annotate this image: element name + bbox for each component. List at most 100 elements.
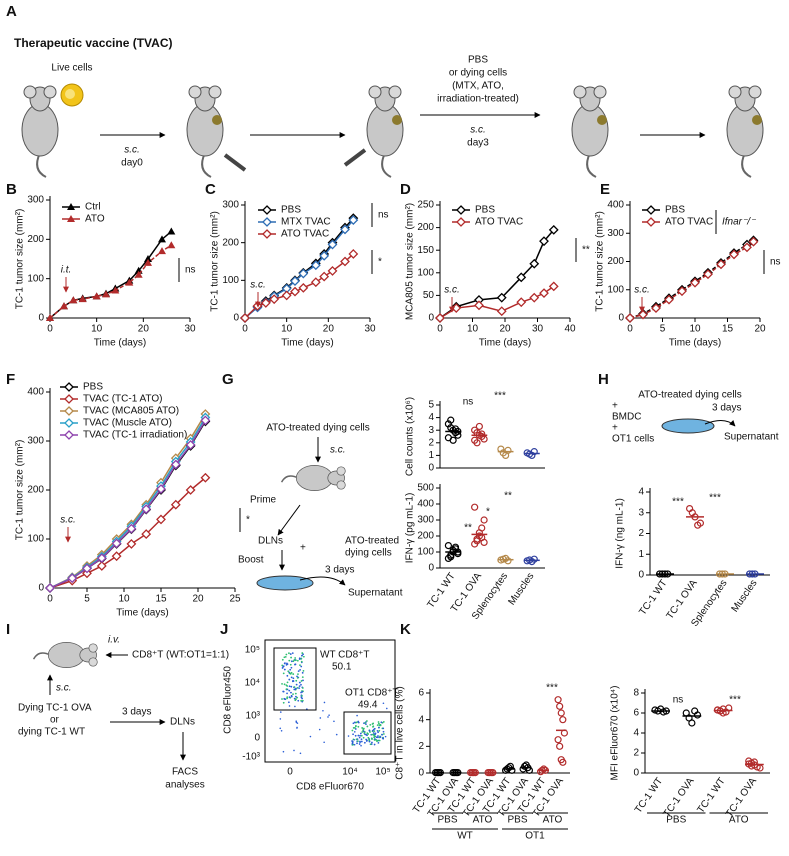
flow-dot xyxy=(298,687,301,690)
x-axis-label: Time (days) xyxy=(669,338,721,349)
flow-dot xyxy=(382,737,385,739)
tick-label: -10³ xyxy=(242,752,260,763)
marker xyxy=(260,298,271,308)
flow-dot xyxy=(302,655,305,658)
mouse-ear xyxy=(88,643,98,653)
marker xyxy=(529,258,540,269)
marker xyxy=(262,229,272,239)
flow-dot xyxy=(292,677,295,680)
flow-dot xyxy=(323,741,325,744)
flow-dot xyxy=(362,736,365,739)
marker xyxy=(664,294,674,305)
y-axis-label: IFN-γ (ng mL-1) xyxy=(615,498,626,569)
panel-label: A xyxy=(6,3,17,20)
data-point xyxy=(559,716,567,724)
flow-dot xyxy=(288,672,291,675)
flow-dot xyxy=(353,738,356,741)
data-point xyxy=(530,555,538,563)
flow-dot xyxy=(286,685,289,687)
y-tick-label: 4 xyxy=(428,412,434,423)
x-tick-label: 10 xyxy=(689,324,701,335)
marker xyxy=(310,277,321,288)
marker xyxy=(46,314,54,321)
y-tick-label: 200 xyxy=(607,256,624,267)
mouse-ear xyxy=(43,85,57,99)
dish xyxy=(256,575,314,591)
y-tick-label: 0 xyxy=(233,313,239,324)
marker xyxy=(82,563,92,574)
mouse-ear xyxy=(208,85,222,99)
text: + xyxy=(612,401,618,412)
annotation: ns xyxy=(463,397,474,408)
flow-dot xyxy=(302,669,305,672)
text: 3 days xyxy=(325,565,354,576)
marker xyxy=(729,249,739,260)
y-tick-label: 4 xyxy=(633,728,639,739)
group-label: PBS xyxy=(437,815,457,826)
flow-dot xyxy=(287,701,290,704)
flow-dot xyxy=(288,685,291,688)
flow-dot xyxy=(301,676,304,679)
y-tick-label: 100 xyxy=(417,547,434,558)
flow-dot xyxy=(285,688,288,691)
text: Prime xyxy=(250,495,277,506)
flow-dot xyxy=(351,742,354,745)
flow-dot xyxy=(374,738,376,740)
mouse-body xyxy=(47,642,86,668)
flow-dot xyxy=(309,735,312,738)
flow-dot xyxy=(371,729,374,732)
flow-dot xyxy=(369,723,372,726)
marker xyxy=(156,484,166,494)
marker xyxy=(348,215,359,225)
flow-dot xyxy=(358,743,361,745)
y-axis-label: TC-1 tumor size (mm²) xyxy=(595,211,606,312)
y-tick-label: 5 xyxy=(428,400,434,411)
text: 3 days xyxy=(122,707,151,718)
flow-dot xyxy=(298,657,301,660)
annotation: * xyxy=(246,515,250,526)
flow-dot xyxy=(301,700,304,703)
annotation: *** xyxy=(729,695,741,706)
flow-dot xyxy=(372,728,375,731)
marker xyxy=(144,258,152,266)
text: 3 days xyxy=(712,403,741,414)
marker xyxy=(474,300,484,311)
gate-value: 50.1 xyxy=(332,662,352,673)
marker xyxy=(170,459,181,470)
x-tick-label: 5 xyxy=(660,324,666,335)
flow-dot xyxy=(302,679,304,682)
marker xyxy=(539,288,549,299)
marker xyxy=(456,217,466,227)
y-tick-label: 400 xyxy=(607,200,624,211)
mouse-body xyxy=(366,103,404,157)
text: analyses xyxy=(165,780,204,791)
text: (MTX, ATO, xyxy=(452,81,504,92)
marker xyxy=(638,309,648,320)
flow-dot xyxy=(291,652,294,655)
legend-label: TVAC (MCA805 ATO) xyxy=(83,406,179,417)
flow-dot xyxy=(288,696,291,699)
flow-dot xyxy=(290,691,292,694)
marker xyxy=(141,504,152,515)
flow-dot xyxy=(365,740,368,742)
series-line xyxy=(49,244,172,319)
marker xyxy=(167,227,176,235)
marker xyxy=(64,406,74,416)
marker xyxy=(548,224,559,235)
flow-dot xyxy=(294,705,296,708)
flow-dot xyxy=(296,696,299,699)
text: OT1 cells xyxy=(612,434,654,445)
marker xyxy=(92,292,101,300)
panel-label: E xyxy=(600,181,610,198)
flow-dot xyxy=(299,752,302,755)
y-tick-label: 6 xyxy=(633,708,639,719)
marker xyxy=(625,313,635,323)
marker xyxy=(496,292,507,303)
flow-dot xyxy=(377,741,380,744)
x-tick-label: 15 xyxy=(722,324,734,335)
annotation: *** xyxy=(494,391,506,402)
flow-dot xyxy=(371,733,374,736)
flow-dot xyxy=(297,699,300,702)
text: + xyxy=(612,423,618,434)
data-point xyxy=(693,711,702,719)
